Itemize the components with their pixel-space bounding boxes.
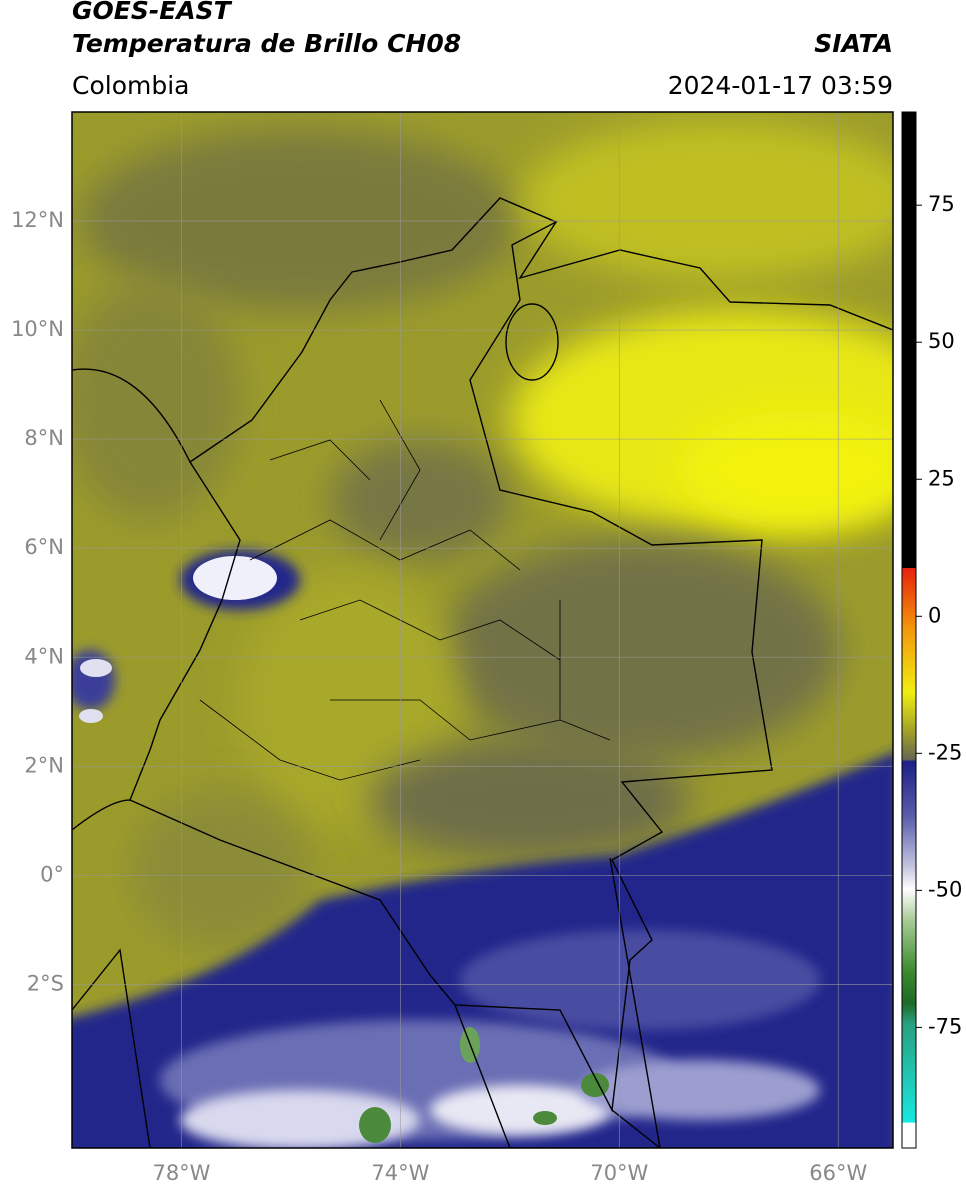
cold-cloud-top (533, 1111, 557, 1125)
cold-cloud (580, 1060, 820, 1120)
lon-tick-label: 74°W (371, 1161, 429, 1185)
cold-cloud-top (359, 1107, 391, 1143)
colorbar-tick-label: -75 (928, 1014, 962, 1038)
lat-tick-label: 4°N (24, 644, 64, 668)
border (611, 1109, 661, 1148)
region: Colombia (72, 71, 189, 100)
datetime: 2024-01-17 03:59 (668, 71, 893, 100)
cloud-field (330, 440, 510, 560)
border (454, 1004, 511, 1148)
cold-cloud-top (80, 659, 112, 677)
department-border (379, 399, 421, 541)
lat-tick-label: 2°S (27, 971, 64, 995)
colorbar-tick-label: 50 (928, 329, 955, 353)
colorbar-tick-label: -25 (928, 740, 962, 764)
cloud-field (370, 740, 690, 860)
map-image (72, 112, 893, 1148)
department-border (299, 599, 561, 661)
border (72, 799, 131, 831)
border (609, 857, 661, 1148)
lon-tick-label: 66°W (809, 1161, 867, 1185)
source: SIATA (814, 29, 893, 58)
lat-tick-label: 6°N (24, 535, 64, 559)
border (518, 221, 893, 331)
department-border (199, 699, 421, 781)
lat-tick-label: 2°N (24, 753, 64, 777)
subtitle: Temperatura de Brillo CH08 (72, 29, 461, 58)
cloud-field (680, 410, 893, 530)
cloud-field (440, 540, 840, 760)
colorbar (901, 111, 917, 1149)
colorbar-tick-label: 25 (928, 466, 955, 490)
cold-cloud-top (193, 556, 277, 600)
cold-cloud (460, 930, 820, 1030)
lat-tick-label: 0° (40, 862, 64, 886)
lake-maracaibo (505, 303, 559, 381)
department-border (269, 439, 371, 481)
title: GOES-EAST (72, 0, 233, 25)
colorbar-tick-label: 0 (928, 603, 941, 627)
border (72, 948, 151, 1148)
lon-tick-label: 70°W (590, 1161, 648, 1185)
lat-tick-label: 8°N (24, 426, 64, 450)
colorbar-tick-label: 75 (928, 192, 955, 216)
cold-cloud-top (79, 709, 103, 723)
lat-tick-label: 10°N (11, 317, 64, 341)
cloud-field (72, 280, 240, 520)
colorbar-tick-label: -50 (928, 877, 962, 901)
cloud-field (80, 130, 520, 310)
cloud-field (130, 790, 310, 950)
cloud-field (520, 120, 893, 280)
cold-cloud (180, 1090, 420, 1148)
department-border (330, 699, 561, 741)
map-frame (71, 111, 894, 1149)
cold-cloud (430, 1085, 610, 1135)
lat-tick-label: 12°N (11, 208, 64, 232)
department-border (559, 600, 611, 741)
lon-tick-label: 78°W (152, 1161, 210, 1185)
